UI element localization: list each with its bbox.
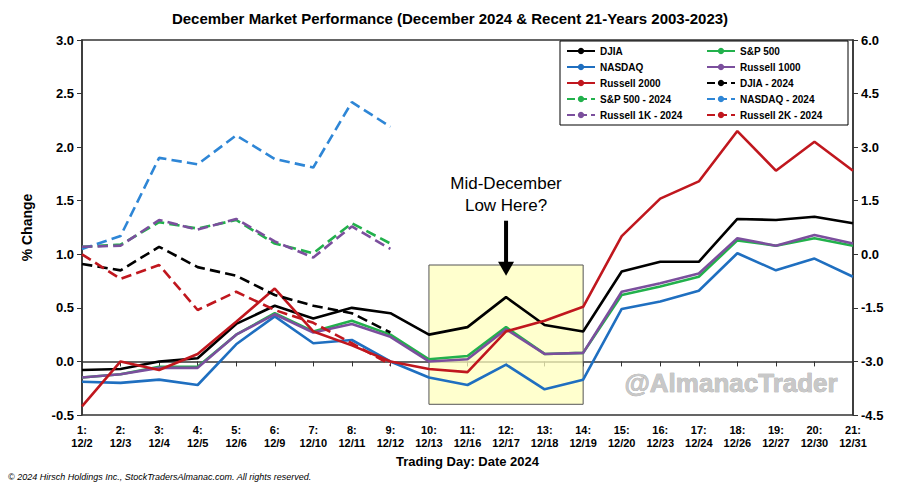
svg-text:17:: 17: [691,424,707,436]
svg-text:0.0: 0.0 [861,247,879,262]
svg-text:2.5: 2.5 [56,86,74,101]
svg-text:4:: 4: [193,424,203,436]
svg-text:1.5: 1.5 [56,193,74,208]
svg-text:12/3: 12/3 [110,437,131,449]
svg-text:S&P 500 - 2024: S&P 500 - 2024 [600,94,671,105]
svg-text:9:: 9: [386,424,396,436]
svg-text:10:: 10: [421,424,437,436]
svg-text:3:: 3: [154,424,164,436]
svg-text:1.5: 1.5 [861,193,879,208]
svg-text:7:: 7: [308,424,318,436]
svg-text:-1.5: -1.5 [861,300,883,315]
svg-text:Russell 2K - 2024: Russell 2K - 2024 [740,110,823,121]
svg-text:2.0: 2.0 [56,140,74,155]
svg-text:14:: 14: [575,424,591,436]
svg-text:12/19: 12/19 [569,437,597,449]
svg-text:NASDAQ: NASDAQ [600,62,644,73]
svg-text:12/9: 12/9 [264,437,285,449]
svg-text:12/13: 12/13 [415,437,443,449]
svg-text:2:: 2: [116,424,126,436]
svg-text:-0.5: -0.5 [52,408,74,423]
svg-text:1:: 1: [77,424,87,436]
svg-text:12/10: 12/10 [300,437,328,449]
svg-text:December Market Performance (D: December Market Performance (December 20… [172,10,728,27]
svg-text:0.0: 0.0 [56,354,74,369]
svg-text:12/6: 12/6 [225,437,246,449]
svg-text:12/20: 12/20 [608,437,636,449]
svg-text:12/12: 12/12 [377,437,405,449]
svg-text:19:: 19: [768,424,784,436]
svg-text:12/5: 12/5 [187,437,208,449]
svg-text:12/2: 12/2 [71,437,92,449]
svg-text:12/31: 12/31 [839,437,867,449]
svg-text:3.0: 3.0 [861,140,879,155]
svg-text:DJIA - 2024: DJIA - 2024 [740,78,794,89]
svg-text:16:: 16: [652,424,668,436]
svg-text:12/4: 12/4 [148,437,170,449]
svg-text:6:: 6: [270,424,280,436]
svg-text:Low Here?: Low Here? [465,196,547,215]
svg-text:@AlmanacTrader: @AlmanacTrader [624,368,837,398]
svg-text:Mid-December: Mid-December [450,174,562,193]
svg-text:12/17: 12/17 [492,437,520,449]
svg-text:-4.5: -4.5 [861,408,883,423]
svg-text:1.0: 1.0 [56,247,74,262]
svg-text:13:: 13: [537,424,553,436]
svg-text:Russell 1K - 2024: Russell 1K - 2024 [600,110,683,121]
svg-text:5:: 5: [231,424,241,436]
svg-text:12/30: 12/30 [801,437,829,449]
svg-text:18:: 18: [729,424,745,436]
svg-text:3.0: 3.0 [56,33,74,48]
svg-text:-3.0: -3.0 [861,354,883,369]
svg-text:12/26: 12/26 [724,437,752,449]
svg-text:% Change: % Change [19,193,35,261]
svg-text:S&P 500: S&P 500 [740,46,780,57]
svg-text:Russell 2000: Russell 2000 [600,78,661,89]
svg-text:12/11: 12/11 [338,437,365,449]
svg-text:NASDAQ - 2024: NASDAQ - 2024 [740,94,815,105]
svg-text:12/23: 12/23 [646,437,674,449]
svg-text:12:: 12: [498,424,514,436]
svg-text:15:: 15: [614,424,630,436]
svg-text:11:: 11: [460,424,475,436]
svg-text:© 2024 Hirsch Holdings Inc., S: © 2024 Hirsch Holdings Inc., StockTrader… [8,472,311,482]
svg-text:8:: 8: [347,424,357,436]
svg-text:12/27: 12/27 [762,437,790,449]
svg-text:0.5: 0.5 [56,300,74,315]
svg-text:21:: 21: [845,424,861,436]
svg-text:12/24: 12/24 [685,437,713,449]
svg-text:Russell 1000: Russell 1000 [740,62,801,73]
svg-text:DJIA: DJIA [600,46,623,57]
svg-text:6.0: 6.0 [861,33,879,48]
svg-text:12/16: 12/16 [454,437,482,449]
svg-text:20:: 20: [806,424,822,436]
svg-text:Trading Day: Date 2024: Trading Day: Date 2024 [396,454,540,469]
svg-text:4.5: 4.5 [861,86,879,101]
svg-text:12/18: 12/18 [531,437,559,449]
